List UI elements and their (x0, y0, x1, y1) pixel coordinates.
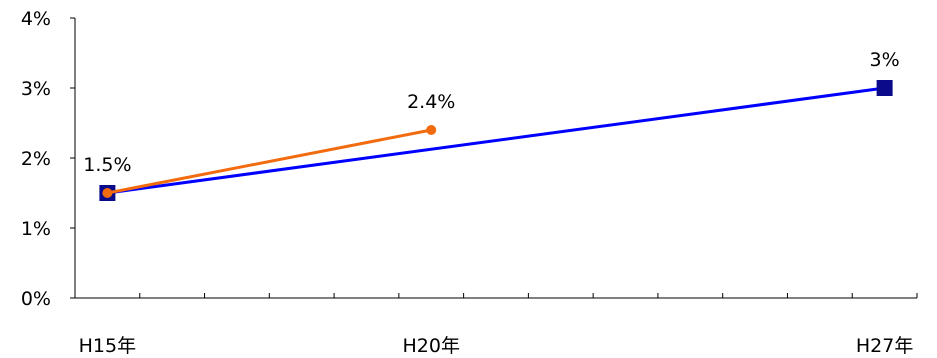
x-ticks: H15年 H20年 H27年 (74, 293, 918, 357)
data-labels: 1.5% 3% 2.4% (83, 49, 899, 176)
x-tick-label: H20年 (402, 335, 459, 357)
series-1-point (426, 125, 437, 135)
series-0-point (876, 80, 893, 96)
series-1-point (102, 188, 113, 198)
y-tick-label: 1% (21, 218, 51, 240)
x-tick-label: H15年 (79, 335, 136, 357)
y-tick-label: 4% (21, 8, 51, 30)
data-label: 2.4% (407, 91, 455, 113)
x-tick-label: H27年 (856, 335, 913, 357)
y-ticks: 0% 1% 2% 3% 4% (21, 8, 75, 310)
y-tick-label: 3% (21, 78, 51, 100)
series-line-1 (107, 128, 432, 195)
y-tick-label: 0% (21, 288, 51, 310)
y-tick-label: 2% (21, 148, 51, 170)
data-label: 3% (870, 49, 900, 71)
series-line-0 (107, 86, 885, 195)
data-label: 1.5% (83, 154, 131, 176)
series-layer (99, 80, 893, 201)
